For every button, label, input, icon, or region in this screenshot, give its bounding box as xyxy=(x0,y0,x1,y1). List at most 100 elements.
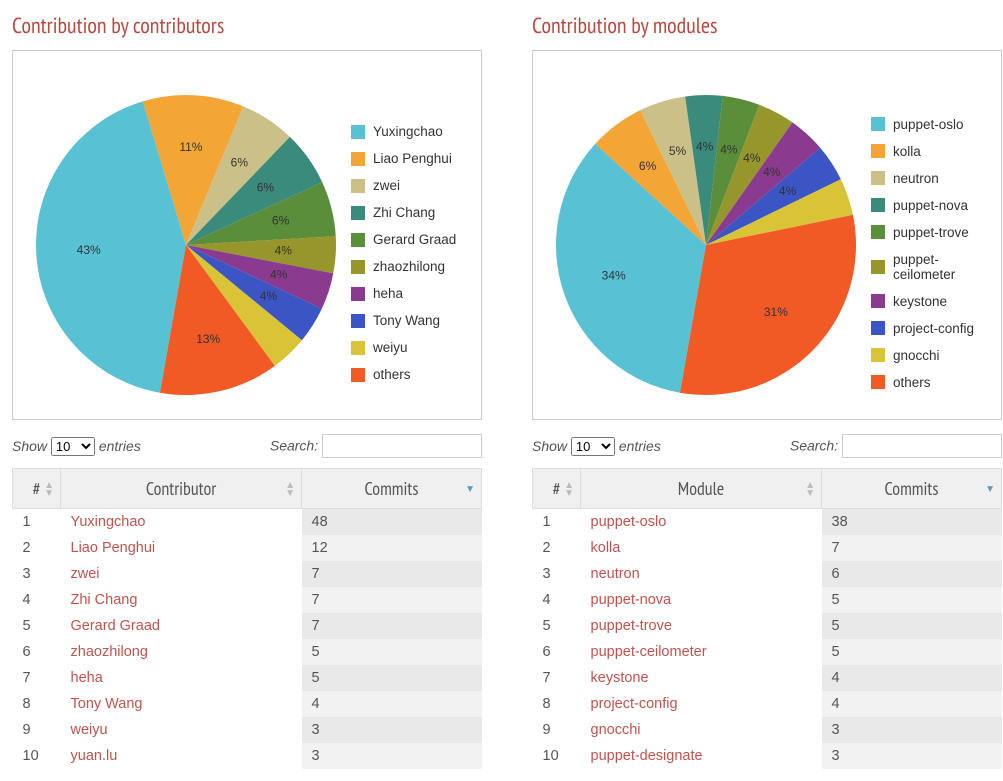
legend-item[interactable]: puppet-ceilometer xyxy=(871,252,993,282)
row-index: 1 xyxy=(13,509,61,536)
pie-pct-label: 43% xyxy=(77,243,101,257)
row-link[interactable]: heha xyxy=(61,665,302,691)
pie-pct-label: 4% xyxy=(779,184,797,198)
col-module[interactable]: Module▲▼ xyxy=(581,469,822,509)
row-link[interactable]: Tony Wang xyxy=(61,691,302,717)
legend-swatch xyxy=(871,225,885,239)
table-row: 2Liao Penghui12 xyxy=(13,535,482,561)
legend-label: puppet-nova xyxy=(893,198,968,213)
legend-swatch xyxy=(871,117,885,131)
search-input[interactable] xyxy=(322,434,482,458)
legend-item[interactable]: heha xyxy=(351,286,473,301)
row-link[interactable]: Liao Penghui xyxy=(61,535,302,561)
entries-select[interactable]: 102550100 xyxy=(571,437,615,456)
legend-swatch xyxy=(351,287,365,301)
row-index: 8 xyxy=(13,691,61,717)
legend-swatch xyxy=(351,368,365,382)
table-row: 2kolla7 xyxy=(533,535,1002,561)
contributors-table: #▲▼ Contributor▲▼ Commits▼ 1Yuxingchao48… xyxy=(12,468,482,769)
legend-label: zhaozhilong xyxy=(373,259,445,274)
legend-item[interactable]: Yuxingchao xyxy=(351,124,473,139)
contributors-title: Contribution by contributors xyxy=(12,12,482,40)
row-link[interactable]: puppet-nova xyxy=(581,587,822,613)
row-index: 3 xyxy=(533,561,581,587)
search-label: Search: xyxy=(790,438,838,454)
search-label: Search: xyxy=(270,438,318,454)
contributors-controls: Show 102550100 entries Search: xyxy=(12,434,482,458)
legend-swatch xyxy=(351,314,365,328)
legend-item[interactable]: others xyxy=(351,367,473,382)
row-commits: 3 xyxy=(822,717,1002,743)
row-link[interactable]: puppet-designate xyxy=(581,743,822,769)
legend-item[interactable]: puppet-nova xyxy=(871,198,993,213)
legend-item[interactable]: puppet-oslo xyxy=(871,117,993,132)
legend-item[interactable]: weiyu xyxy=(351,340,473,355)
pie-pct-label: 4% xyxy=(696,140,714,154)
contributors-chart: 43%11%6%6%6%4%4%4%13% YuxingchaoLiao Pen… xyxy=(12,50,482,420)
pie-pct-label: 4% xyxy=(763,165,781,179)
col-contributor[interactable]: Contributor▲▼ xyxy=(61,469,302,509)
row-link[interactable]: Yuxingchao xyxy=(61,509,302,536)
row-link[interactable]: Gerard Graad xyxy=(61,613,302,639)
col-index[interactable]: #▲▼ xyxy=(533,469,581,509)
modules-pie: 34%6%5%4%4%4%4%4%31% xyxy=(546,65,866,405)
col-index[interactable]: #▲▼ xyxy=(13,469,61,509)
search-input[interactable] xyxy=(842,434,1002,458)
row-link[interactable]: puppet-ceilometer xyxy=(581,639,822,665)
legend-label: Liao Penghui xyxy=(373,151,452,166)
row-link[interactable]: Zhi Chang xyxy=(61,587,302,613)
table-row: 10yuan.lu3 xyxy=(13,743,482,769)
table-row: 3neutron6 xyxy=(533,561,1002,587)
col-commits[interactable]: Commits▼ xyxy=(822,469,1002,509)
row-link[interactable]: neutron xyxy=(581,561,822,587)
legend-item[interactable]: kolla xyxy=(871,144,993,159)
legend-item[interactable]: Zhi Chang xyxy=(351,205,473,220)
modules-title: Contribution by modules xyxy=(532,12,1002,40)
table-row: 7keystone4 xyxy=(533,665,1002,691)
table-row: 8project-config4 xyxy=(533,691,1002,717)
legend-item[interactable]: neutron xyxy=(871,171,993,186)
col-commits[interactable]: Commits▼ xyxy=(302,469,482,509)
table-row: 10puppet-designate3 xyxy=(533,743,1002,769)
row-link[interactable]: project-config xyxy=(581,691,822,717)
legend-item[interactable]: keystone xyxy=(871,294,993,309)
table-row: 5puppet-trove5 xyxy=(533,613,1002,639)
table-row: 4puppet-nova5 xyxy=(533,587,1002,613)
table-row: 8Tony Wang4 xyxy=(13,691,482,717)
row-commits: 38 xyxy=(822,509,1002,536)
legend-item[interactable]: Gerard Graad xyxy=(351,232,473,247)
row-link[interactable]: yuan.lu xyxy=(61,743,302,769)
legend-item[interactable]: gnocchi xyxy=(871,348,993,363)
row-link[interactable]: puppet-oslo xyxy=(581,509,822,536)
legend-item[interactable]: zwei xyxy=(351,178,473,193)
legend-swatch xyxy=(871,294,885,308)
row-link[interactable]: puppet-trove xyxy=(581,613,822,639)
row-link[interactable]: keystone xyxy=(581,665,822,691)
row-link[interactable]: zhaozhilong xyxy=(61,639,302,665)
legend-item[interactable]: project-config xyxy=(871,321,993,336)
row-commits: 5 xyxy=(302,639,482,665)
modules-chart: 34%6%5%4%4%4%4%4%31% puppet-oslokollaneu… xyxy=(532,50,1002,420)
row-link[interactable]: weiyu xyxy=(61,717,302,743)
legend-item[interactable]: others xyxy=(871,375,993,390)
entries-label: entries xyxy=(619,438,661,454)
table-row: 6puppet-ceilometer5 xyxy=(533,639,1002,665)
row-link[interactable]: gnocchi xyxy=(581,717,822,743)
legend-item[interactable]: puppet-trove xyxy=(871,225,993,240)
legend-swatch xyxy=(351,233,365,247)
legend-label: puppet-trove xyxy=(893,225,969,240)
legend-item[interactable]: Liao Penghui xyxy=(351,151,473,166)
contributors-legend: Yuxingchao Liao Penghui zwei Zhi Chang Gerar… xyxy=(351,76,473,394)
table-row: 5Gerard Graad7 xyxy=(13,613,482,639)
legend-item[interactable]: zhaozhilong xyxy=(351,259,473,274)
table-row: 6zhaozhilong5 xyxy=(13,639,482,665)
legend-item[interactable]: Tony Wang xyxy=(351,313,473,328)
row-commits: 5 xyxy=(822,639,1002,665)
entries-select[interactable]: 102550100 xyxy=(51,437,95,456)
row-link[interactable]: zwei xyxy=(61,561,302,587)
pie-pct-label: 6% xyxy=(231,156,249,170)
legend-label: Zhi Chang xyxy=(373,205,435,220)
row-commits: 5 xyxy=(822,587,1002,613)
legend-label: project-config xyxy=(893,321,974,336)
row-link[interactable]: kolla xyxy=(581,535,822,561)
